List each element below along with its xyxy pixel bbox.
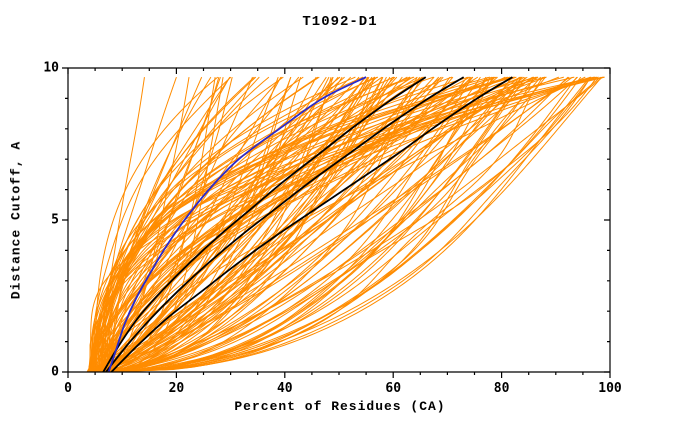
x-axis-label: Percent of Residues (CA) bbox=[234, 399, 446, 414]
y-axis-label: Distance Cutoff, A bbox=[8, 140, 24, 300]
chart-title: T1092-D1 bbox=[302, 14, 378, 30]
